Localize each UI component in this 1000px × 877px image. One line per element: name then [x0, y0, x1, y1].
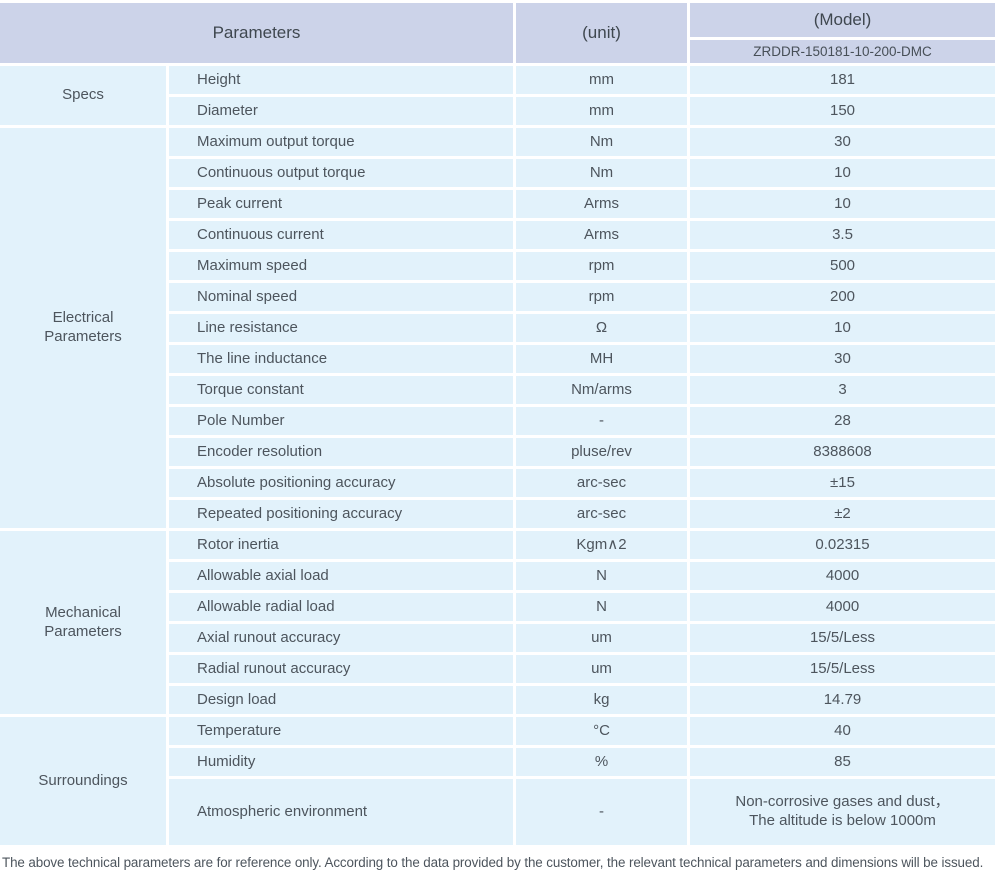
param-cell: Radial runout accuracy	[169, 655, 513, 683]
param-cell: Line resistance	[169, 314, 513, 342]
param-cell: Axial runout accuracy	[169, 624, 513, 652]
header-unit: (unit)	[516, 3, 687, 63]
footer-note: The above technical parameters are for r…	[2, 855, 984, 870]
unit-cell: Nm	[516, 128, 687, 156]
param-cell: Allowable radial load	[169, 593, 513, 621]
group-cell-specs: Specs	[0, 66, 166, 125]
value-cell: 30	[690, 345, 995, 373]
param-cell: Humidity	[169, 748, 513, 776]
param-cell: Design load	[169, 686, 513, 714]
value-cell: 40	[690, 717, 995, 745]
value-cell: 3	[690, 376, 995, 404]
value-cell: 500	[690, 252, 995, 280]
unit-cell: kg	[516, 686, 687, 714]
param-cell: Maximum speed	[169, 252, 513, 280]
param-cell: Maximum output torque	[169, 128, 513, 156]
unit-cell: °C	[516, 717, 687, 745]
value-cell: 15/5/Less	[690, 655, 995, 683]
value-cell: 200	[690, 283, 995, 311]
unit-cell: um	[516, 655, 687, 683]
unit-cell: Ω	[516, 314, 687, 342]
unit-cell: Nm/arms	[516, 376, 687, 404]
value-cell: 181	[690, 66, 995, 94]
unit-cell: pluse/rev	[516, 438, 687, 466]
value-cell: 150	[690, 97, 995, 125]
header-parameters: Parameters	[0, 3, 513, 63]
value-cell: 85	[690, 748, 995, 776]
parameters-table: Parameters (unit) (Model) ZRDDR-150181-1…	[0, 3, 995, 845]
value-cell: ±15	[690, 469, 995, 497]
unit-cell: um	[516, 624, 687, 652]
unit-cell: %	[516, 748, 687, 776]
unit-cell: -	[516, 779, 687, 845]
unit-cell: MH	[516, 345, 687, 373]
param-cell: Peak current	[169, 190, 513, 218]
unit-cell: Arms	[516, 190, 687, 218]
value-cell: 4000	[690, 562, 995, 590]
header-model-label: (Model)	[690, 3, 995, 37]
param-cell: Continuous output torque	[169, 159, 513, 187]
value-cell: 8388608	[690, 438, 995, 466]
param-cell: Temperature	[169, 717, 513, 745]
value-cell: 0.02315	[690, 531, 995, 559]
unit-cell: Arms	[516, 221, 687, 249]
value-cell: 10	[690, 190, 995, 218]
param-cell: Repeated positioning accuracy	[169, 500, 513, 528]
value-cell: 4000	[690, 593, 995, 621]
unit-cell: N	[516, 562, 687, 590]
unit-cell: Kgm∧2	[516, 531, 687, 559]
param-cell: Continuous current	[169, 221, 513, 249]
unit-cell: mm	[516, 66, 687, 94]
value-cell: 28	[690, 407, 995, 435]
value-cell: 10	[690, 159, 995, 187]
value-cell: Non-corrosive gases and dust， The altitu…	[690, 779, 995, 845]
group-cell-electrical-parameters: Electrical Parameters	[0, 128, 166, 528]
unit-cell: rpm	[516, 252, 687, 280]
unit-cell: arc-sec	[516, 500, 687, 528]
param-cell: Diameter	[169, 97, 513, 125]
unit-cell: arc-sec	[516, 469, 687, 497]
unit-cell: N	[516, 593, 687, 621]
header-model-column: (Model) ZRDDR-150181-10-200-DMC	[690, 3, 995, 63]
group-cell-surroundings: Surroundings	[0, 717, 166, 845]
unit-cell: mm	[516, 97, 687, 125]
param-cell: Rotor inertia	[169, 531, 513, 559]
param-cell: Pole Number	[169, 407, 513, 435]
param-cell: Encoder resolution	[169, 438, 513, 466]
unit-cell: rpm	[516, 283, 687, 311]
value-cell: 10	[690, 314, 995, 342]
param-cell: Torque constant	[169, 376, 513, 404]
value-cell: 30	[690, 128, 995, 156]
value-cell: 14.79	[690, 686, 995, 714]
param-cell: The line inductance	[169, 345, 513, 373]
param-cell: Absolute positioning accuracy	[169, 469, 513, 497]
param-cell: Atmospheric environment	[169, 779, 513, 845]
param-cell: Allowable axial load	[169, 562, 513, 590]
value-cell: ±2	[690, 500, 995, 528]
param-cell: Height	[169, 66, 513, 94]
group-cell-mechanical-parameters: Mechanical Parameters	[0, 531, 166, 714]
param-cell: Nominal speed	[169, 283, 513, 311]
value-cell: 3.5	[690, 221, 995, 249]
value-cell: 15/5/Less	[690, 624, 995, 652]
unit-cell: Nm	[516, 159, 687, 187]
unit-cell: -	[516, 407, 687, 435]
header-model-number: ZRDDR-150181-10-200-DMC	[690, 40, 995, 63]
